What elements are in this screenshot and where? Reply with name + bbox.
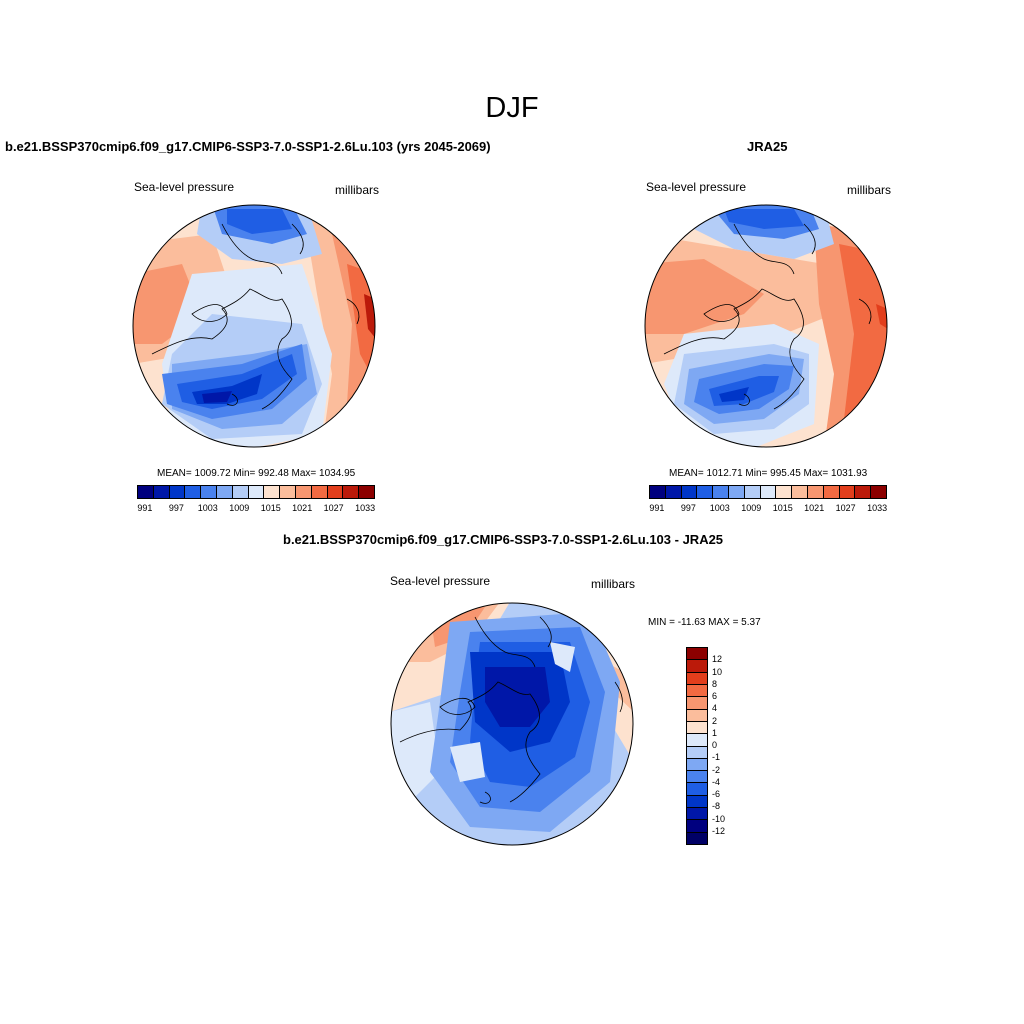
colorbar-swatch: [807, 486, 824, 498]
colorbar-swatch: [687, 709, 707, 722]
obs-colorbar: [649, 485, 887, 499]
colorbar-swatch: [687, 808, 707, 821]
colorbar-swatch: [185, 486, 202, 498]
colorbar-tick-label: -12: [712, 825, 726, 836]
colorbar-swatch: [687, 684, 707, 698]
colorbar-swatch: [169, 486, 186, 498]
colorbar-tick-label: 1027: [835, 503, 856, 513]
colorbar-swatch: [138, 486, 154, 498]
colorbar-swatch: [776, 486, 793, 498]
colorbar-tick-label: 1003: [197, 503, 218, 513]
colorbar-swatch: [264, 486, 281, 498]
figure-title: DJF: [485, 92, 539, 124]
colorbar-swatch: [216, 486, 233, 498]
colorbar-tick-label: -2: [712, 764, 721, 775]
colorbar-tick-label: 997: [168, 503, 184, 513]
colorbar-swatch: [687, 734, 707, 747]
colorbar-tick-label: 2: [712, 715, 718, 726]
diff-colorbar: [686, 647, 708, 845]
obs-panel-title: JRA25: [747, 139, 788, 154]
colorbar-swatch: [687, 660, 707, 673]
diff-panel-title: b.e21.BSSP370cmip6.f09_g17.CMIP6-SSP3-7.…: [283, 532, 724, 547]
colorbar-swatch: [687, 771, 707, 784]
colorbar-swatch: [232, 486, 249, 498]
colorbar-tick-label: -1: [712, 752, 721, 763]
obs-stats: MEAN= 1012.71 Min= 995.45 Max= 1031.93: [669, 468, 868, 479]
model-stats: MEAN= 1009.72 Min= 992.48 Max= 1034.95: [157, 468, 356, 479]
colorbar-tick-label: 4: [712, 703, 718, 714]
model-colorbar: [137, 485, 375, 499]
colorbar-tick-label: 997: [680, 503, 696, 513]
colorbar-tick-label: 6: [712, 691, 718, 701]
colorbar-swatch: [687, 672, 707, 685]
colorbar-swatch: [681, 486, 698, 498]
colorbar-tick-label: 8: [712, 678, 718, 689]
colorbar-swatch: [665, 486, 682, 498]
colorbar-swatch: [823, 486, 840, 498]
obs-polar-map: [644, 204, 888, 448]
colorbar-swatch: [760, 486, 777, 498]
colorbar-swatch: [687, 648, 707, 661]
colorbar-tick-label: -6: [712, 789, 721, 799]
colorbar-swatch: [650, 486, 666, 498]
colorbar-swatch: [153, 486, 170, 498]
colorbar-tick-label: 1009: [229, 503, 250, 513]
colorbar-swatch: [687, 721, 707, 735]
colorbar-tick-label: 1033: [867, 503, 888, 513]
colorbar-swatch: [201, 486, 217, 498]
diff-stats: MIN = -11.63 MAX = 5.37: [648, 617, 761, 628]
colorbar-swatch: [359, 486, 374, 498]
colorbar-swatch: [687, 795, 707, 809]
colorbar-swatch: [744, 486, 761, 498]
colorbar-swatch: [687, 832, 707, 844]
colorbar-tick-label: 1015: [260, 503, 281, 513]
colorbar-tick-label: 1021: [292, 503, 313, 513]
obs-variable-label: Sea-level pressure: [646, 180, 747, 194]
colorbar-swatch: [280, 486, 296, 498]
colorbar-swatch: [728, 486, 745, 498]
colorbar-tick-label: -4: [712, 776, 721, 787]
obs-units-label: millibars: [847, 183, 892, 197]
colorbar-swatch: [855, 486, 872, 498]
colorbar-swatch: [839, 486, 856, 498]
colorbar-swatch: [343, 486, 360, 498]
model-variable-label: Sea-level pressure: [134, 180, 235, 194]
diff-units-label: millibars: [591, 577, 636, 591]
diff-polar-map: [390, 602, 634, 846]
colorbar-swatch: [713, 486, 729, 498]
colorbar-tick-label: 1033: [355, 503, 376, 513]
model-units-label: millibars: [335, 183, 380, 197]
colorbar-swatch: [687, 697, 707, 710]
colorbar-swatch: [697, 486, 714, 498]
colorbar-swatch: [687, 820, 707, 833]
colorbar-tick-label: 1021: [804, 503, 825, 513]
colorbar-swatch: [792, 486, 808, 498]
model-panel-title: b.e21.BSSP370cmip6.f09_g17.CMIP6-SSP3-7.…: [5, 139, 491, 154]
colorbar-tick-label: 1015: [772, 503, 793, 513]
diff-variable-label: Sea-level pressure: [390, 574, 491, 588]
colorbar-swatch: [327, 486, 344, 498]
colorbar-swatch: [687, 746, 707, 759]
colorbar-tick-label: -8: [712, 801, 721, 812]
colorbar-tick-label: 12: [712, 654, 723, 665]
colorbar-swatch: [871, 486, 886, 498]
colorbar-tick-label: 991: [649, 503, 665, 513]
colorbar-tick-label: 0: [712, 740, 718, 750]
colorbar-tick-label: -10: [712, 813, 726, 824]
model-polar-map: [132, 204, 376, 448]
colorbar-swatch: [295, 486, 312, 498]
colorbar-tick-label: 1: [712, 727, 718, 738]
colorbar-tick-label: 1009: [741, 503, 762, 513]
colorbar-tick-label: 1003: [709, 503, 730, 513]
colorbar-swatch: [248, 486, 265, 498]
colorbar-tick-label: 991: [137, 503, 153, 513]
colorbar-tick-label: 10: [712, 666, 723, 677]
colorbar-swatch: [687, 783, 707, 796]
colorbar-swatch: [311, 486, 328, 498]
colorbar-tick-label: 1027: [323, 503, 344, 513]
colorbar-swatch: [687, 758, 707, 772]
